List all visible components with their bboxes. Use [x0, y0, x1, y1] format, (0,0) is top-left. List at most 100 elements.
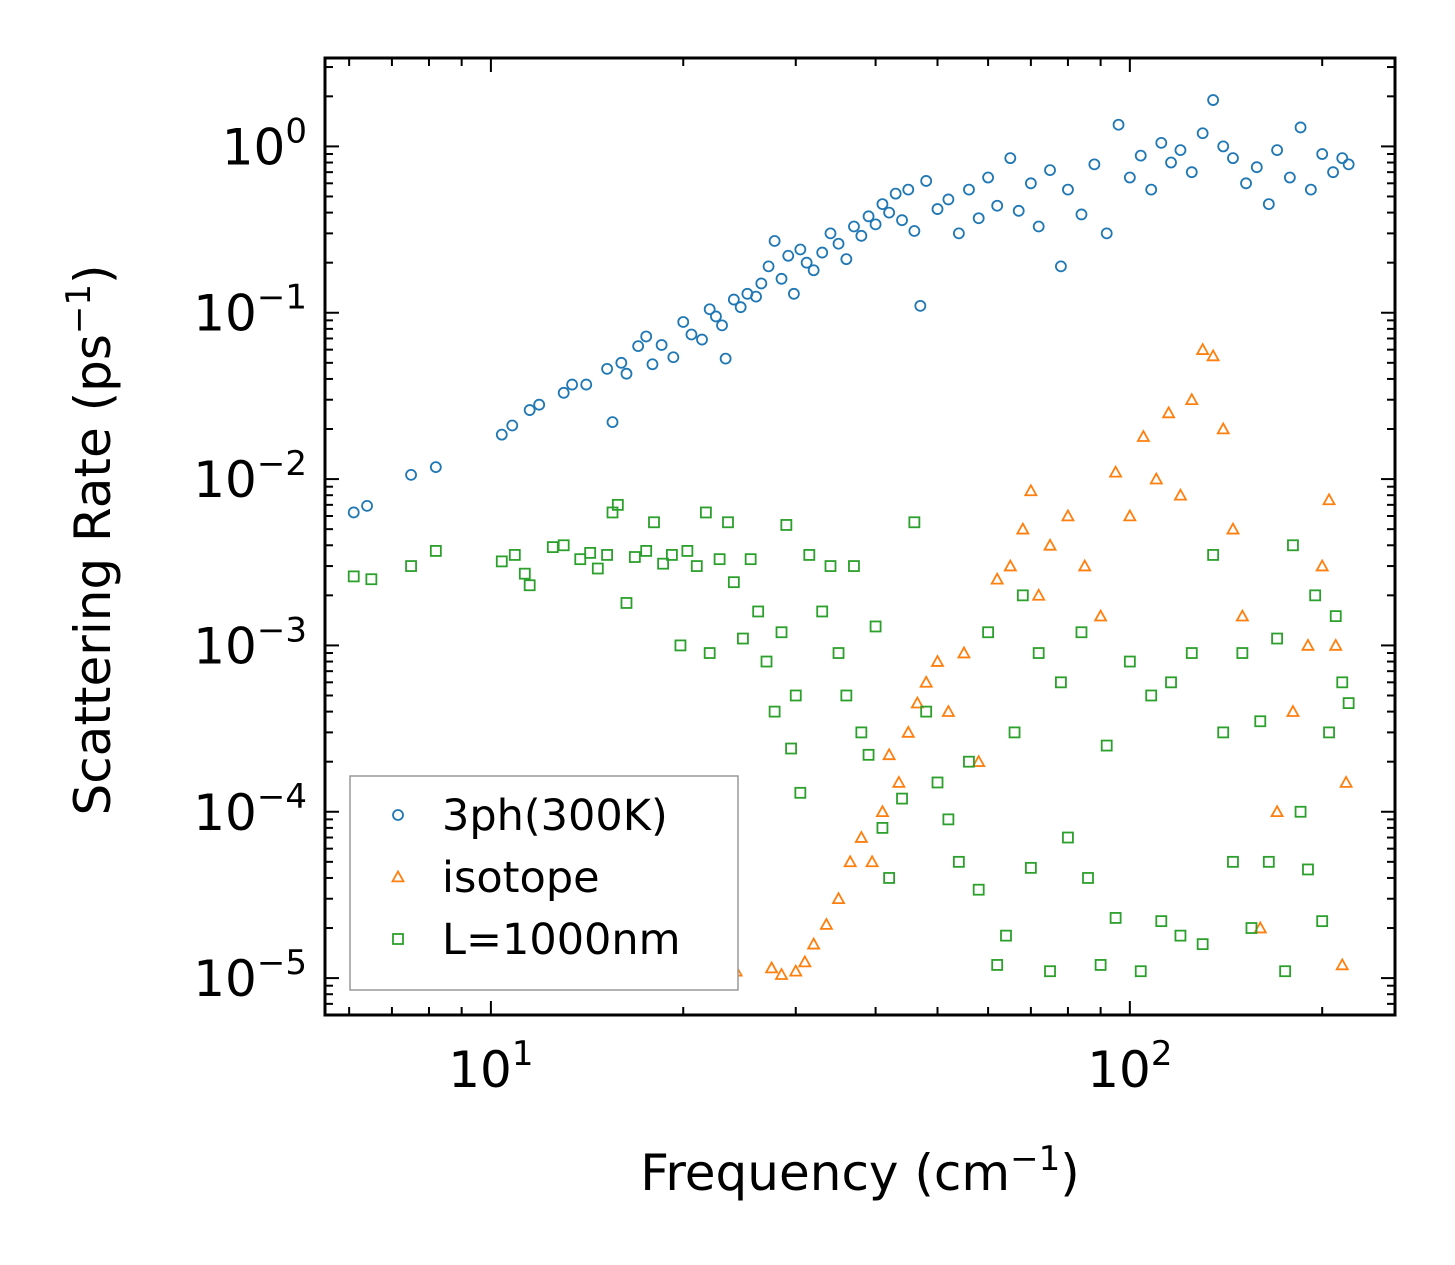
data-point [1062, 183, 1074, 196]
data-point [931, 203, 944, 215]
data-point [606, 416, 619, 429]
data-point [1315, 558, 1330, 572]
data-point [347, 570, 360, 583]
data-point [710, 310, 722, 323]
data-point [869, 620, 882, 633]
data-point [1184, 392, 1199, 406]
data-point [1100, 739, 1113, 752]
data-point [1250, 161, 1263, 174]
data-point [1136, 429, 1151, 442]
x-axis-label: Frequency (cm−1) [640, 1139, 1080, 1202]
data-point [580, 378, 593, 391]
data-point [1287, 539, 1299, 552]
data-point [901, 725, 916, 738]
data-point [703, 647, 716, 659]
data-point [1254, 715, 1267, 728]
data-point [952, 227, 965, 240]
data-point [1145, 183, 1158, 196]
y-tick-label: 10−3 [193, 610, 307, 675]
data-point [1294, 805, 1307, 818]
data-point [1032, 647, 1045, 659]
data-point [750, 290, 762, 303]
data-point [1094, 959, 1107, 971]
data-point [1217, 140, 1230, 153]
data-point [1302, 863, 1314, 876]
legend-label: isotope [442, 853, 600, 903]
data-point [1077, 558, 1092, 572]
data-point [648, 516, 660, 529]
data-point [752, 605, 765, 618]
data-point [816, 605, 829, 618]
data-point [1108, 464, 1123, 478]
data-point [657, 557, 670, 570]
data-point [1174, 144, 1187, 157]
data-point [1044, 164, 1056, 177]
data-point [1283, 171, 1296, 184]
data-point [896, 792, 908, 805]
data-point [1336, 152, 1349, 165]
data-point [807, 264, 820, 277]
data-point [666, 549, 678, 561]
data-point [677, 316, 690, 328]
data-point [942, 813, 955, 826]
y-tick-label: 10−4 [193, 777, 307, 842]
data-point [1134, 149, 1147, 162]
data-point [972, 883, 985, 896]
data-point [1294, 121, 1307, 134]
data-point [862, 748, 875, 761]
data-point [1329, 610, 1342, 623]
legend-label: L=1000nm [442, 915, 681, 965]
data-point [920, 705, 933, 718]
data-point [794, 243, 807, 256]
data-point [1075, 626, 1088, 639]
data-point [584, 546, 597, 559]
data-point [832, 647, 845, 659]
data-point [1335, 957, 1350, 971]
legend: 3ph(300K) isotope L=1000nm [349, 775, 739, 991]
data-point [1235, 608, 1250, 622]
data-point [1155, 915, 1168, 928]
data-point [737, 632, 749, 645]
data-point [920, 175, 933, 187]
data-point [785, 742, 797, 755]
series-circle [347, 94, 1355, 519]
data-point [883, 206, 896, 219]
y-axis-label: Scattering Rate (ps−1) [59, 264, 122, 815]
data-point [840, 253, 853, 266]
data-point [760, 655, 773, 668]
data-point [1145, 689, 1158, 702]
data-point [429, 461, 442, 474]
x-tick-label: 101 [448, 1034, 533, 1099]
data-point [908, 225, 921, 237]
data-point [1042, 537, 1058, 551]
data-point [1322, 492, 1337, 506]
data-point [405, 468, 417, 481]
data-point [1112, 118, 1125, 131]
data-point [1336, 676, 1349, 689]
data-point [1262, 198, 1275, 210]
data-point [788, 963, 803, 977]
data-point [1207, 94, 1220, 106]
data-point [508, 549, 521, 561]
data-point [557, 386, 570, 399]
data-point [1165, 676, 1177, 689]
y-tick-label: 100 [222, 111, 307, 176]
data-point [1060, 508, 1075, 522]
data-point [506, 419, 519, 432]
data-point [824, 227, 837, 240]
data-point [764, 960, 779, 974]
data-point [774, 967, 789, 980]
data-point [875, 804, 890, 818]
data-point [1316, 148, 1329, 160]
data-point [646, 358, 659, 371]
data-point [963, 755, 975, 768]
data-point [640, 330, 653, 343]
data-point [727, 293, 740, 306]
data-point [601, 362, 613, 375]
data-point [910, 695, 925, 709]
data-point [919, 674, 934, 688]
data-point [876, 198, 889, 210]
data-point [1155, 136, 1168, 149]
data-point [1195, 342, 1210, 355]
data-point [1075, 208, 1088, 221]
